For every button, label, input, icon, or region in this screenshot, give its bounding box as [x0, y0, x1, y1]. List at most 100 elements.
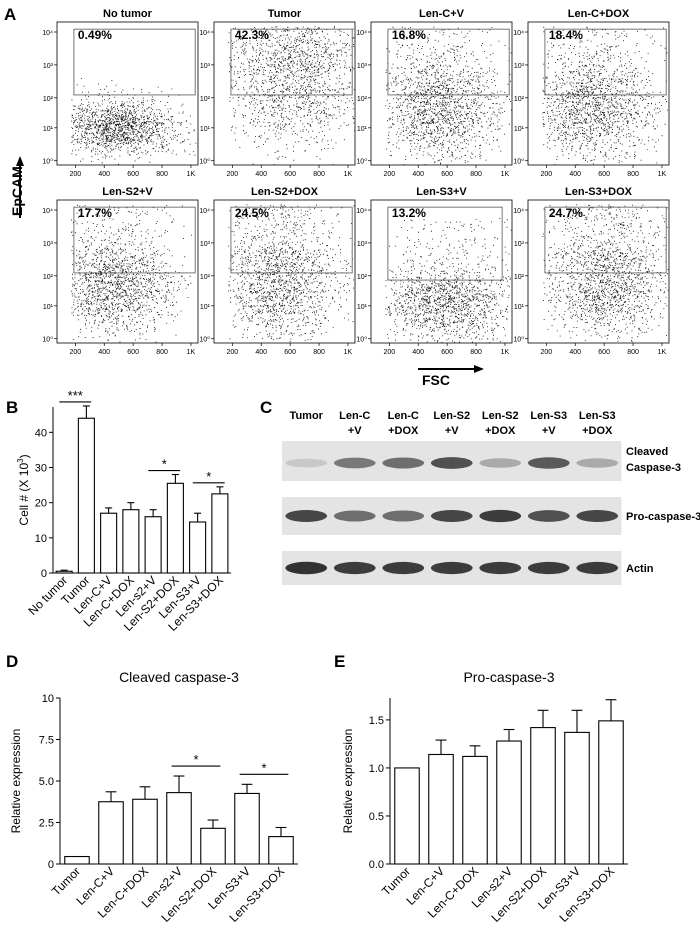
flow-y-tick-label: 10¹	[200, 304, 211, 311]
significance-marker: *	[162, 457, 167, 472]
flow-plot-frame	[370, 21, 513, 166]
flow-x-tick-label: 800	[313, 349, 325, 356]
flow-y-tick-label: 10³	[43, 63, 54, 70]
blot-band	[576, 510, 619, 522]
y-tick-label: 2.5	[39, 818, 54, 830]
y-tick-label: 7.5	[39, 735, 54, 747]
flow-x-tick-label: 800	[627, 171, 639, 178]
flow-y-tick-label: 10³	[200, 241, 211, 248]
lane-label: Len-S3	[579, 410, 616, 422]
blot-band	[285, 510, 328, 522]
blot-strip-2: Pro-caspase-3	[282, 497, 700, 535]
panel-letter-b: B	[6, 398, 18, 417]
flow-y-tick-label: 10²	[357, 96, 368, 103]
flow-plot-frame	[56, 21, 199, 166]
blot-band	[527, 457, 570, 469]
blot-band	[333, 510, 376, 522]
y-axis-label-superscript: 3	[16, 458, 25, 463]
panel-letter-e: E	[334, 652, 345, 671]
lane-label: Len-C	[339, 410, 370, 422]
flow-plot-5: Len-S2+V 17.7% 10⁰ 10¹ 10² 10³ 10⁴ 200 400 600 800…	[42, 186, 199, 356]
flow-plot-title: Len-S3+V	[416, 186, 467, 198]
flow-gate-percent: 42.3%	[235, 28, 269, 42]
flow-x-tick-label: 800	[627, 349, 639, 356]
flow-y-tick-label: 10³	[514, 63, 525, 70]
flow-x-tick-label: 600	[598, 171, 610, 178]
flow-gate-percent: 24.5%	[235, 206, 269, 220]
flow-y-tick-label: 10⁴	[199, 30, 210, 37]
blot-band	[333, 561, 376, 575]
significance-marker: *	[206, 469, 211, 484]
flow-x-tick-label: 1K	[344, 171, 353, 178]
lane-sublabel: +V	[445, 425, 459, 437]
bar-len-s2-dox	[166, 482, 184, 574]
flow-y-tick-label: 10⁰	[513, 336, 524, 344]
y-axis-label-text: Cell # (X 10	[17, 463, 31, 526]
lane-sublabel: +V	[542, 425, 556, 437]
flow-x-tick-label: 400	[98, 349, 110, 356]
flow-y-tick-label: 10¹	[200, 126, 211, 133]
flow-x-tick-label: 1K	[501, 349, 510, 356]
blot-band	[333, 457, 376, 469]
panel-letter-c: C	[260, 398, 272, 417]
blot-strip-1: Cleaved Caspase-3	[282, 441, 681, 481]
flow-y-tick-label: 10³	[357, 63, 368, 70]
y-tick-label: 5.0	[39, 776, 54, 788]
y-axis-label: Relative expression	[341, 729, 355, 834]
panel-c-western-blot: Tumor Len-C +V Len-C +DOX Len-S2 +V Len-S2 +DOX L…	[282, 410, 700, 585]
flow-y-tick-label: 10³	[43, 241, 54, 248]
flow-plot-1: No tumor 0.49% 10⁰ 10¹ 10² 10³ 10⁴ 200 400 600 800…	[42, 8, 199, 178]
flow-plot-2: Tumor 42.3% 10⁰ 10¹ 10² 10³ 10⁴ 200 400 600 800 1K	[199, 8, 356, 178]
blot-band	[382, 457, 425, 469]
flow-gate	[73, 28, 196, 96]
bar-len-s2-v	[496, 740, 522, 865]
lane-label: Len-S2	[433, 410, 470, 422]
flow-x-tick-label: 200	[383, 171, 395, 178]
flow-y-tick-label: 10¹	[43, 126, 54, 133]
y-tick-label: 0.0	[369, 859, 384, 871]
blot-band	[576, 458, 619, 468]
y-tick-label: 0	[48, 859, 54, 871]
chart-d: Cleaved caspase-3 0 2.5 5.0 7.5 10 Relative ex…	[9, 669, 298, 925]
panel-a-y-arrowhead	[16, 156, 24, 166]
panel-letter-a: A	[4, 5, 16, 24]
flow-gate-percent: 18.4%	[549, 28, 583, 42]
flow-gate-percent: 17.7%	[78, 206, 112, 220]
flow-y-tick-label: 10⁴	[356, 30, 367, 37]
flow-y-tick-label: 10⁰	[42, 336, 53, 344]
flow-y-tick-label: 10¹	[514, 126, 525, 133]
flow-x-tick-label: 800	[470, 171, 482, 178]
flow-y-tick-label: 10⁰	[199, 336, 210, 344]
bar-tumor	[64, 855, 90, 865]
flow-x-tick-label: 400	[569, 349, 581, 356]
y-axis-label: Cell # (X 103)	[16, 454, 31, 525]
flow-y-tick-label: 10⁰	[513, 158, 524, 166]
flow-plot-events	[385, 26, 512, 166]
flow-y-tick-label: 10⁴	[513, 30, 524, 37]
bar-len-s3-dox	[268, 836, 294, 865]
flow-gate	[73, 206, 196, 274]
flow-x-tick-label: 600	[441, 171, 453, 178]
flow-y-tick-label: 10²	[514, 274, 525, 281]
flow-x-tick-label: 400	[98, 171, 110, 178]
flow-x-tick-label: 1K	[187, 349, 196, 356]
flow-y-tick-label: 10⁰	[199, 158, 210, 166]
flow-gate	[544, 28, 667, 96]
flow-y-tick-label: 10³	[357, 241, 368, 248]
lane-label: Tumor	[290, 410, 324, 422]
flow-x-tick-label: 1K	[658, 349, 667, 356]
flow-y-tick-label: 10⁴	[42, 208, 53, 215]
blot-band	[527, 561, 570, 575]
flow-x-tick-label: 600	[598, 349, 610, 356]
bar-len-s3-v	[234, 792, 260, 865]
blot-strip-3: Actin	[282, 551, 654, 585]
panel-a-x-arrowhead	[474, 365, 484, 373]
y-tick-label: 10	[42, 693, 54, 705]
flow-x-tick-label: 400	[569, 171, 581, 178]
flow-x-tick-label: 800	[313, 171, 325, 178]
bar-len-s3-dox	[211, 493, 229, 574]
chart-e: Pro-caspase-3 0.0 0.5 1.0 1.5 Relative expres…	[341, 669, 628, 925]
flow-x-tick-label: 800	[470, 349, 482, 356]
